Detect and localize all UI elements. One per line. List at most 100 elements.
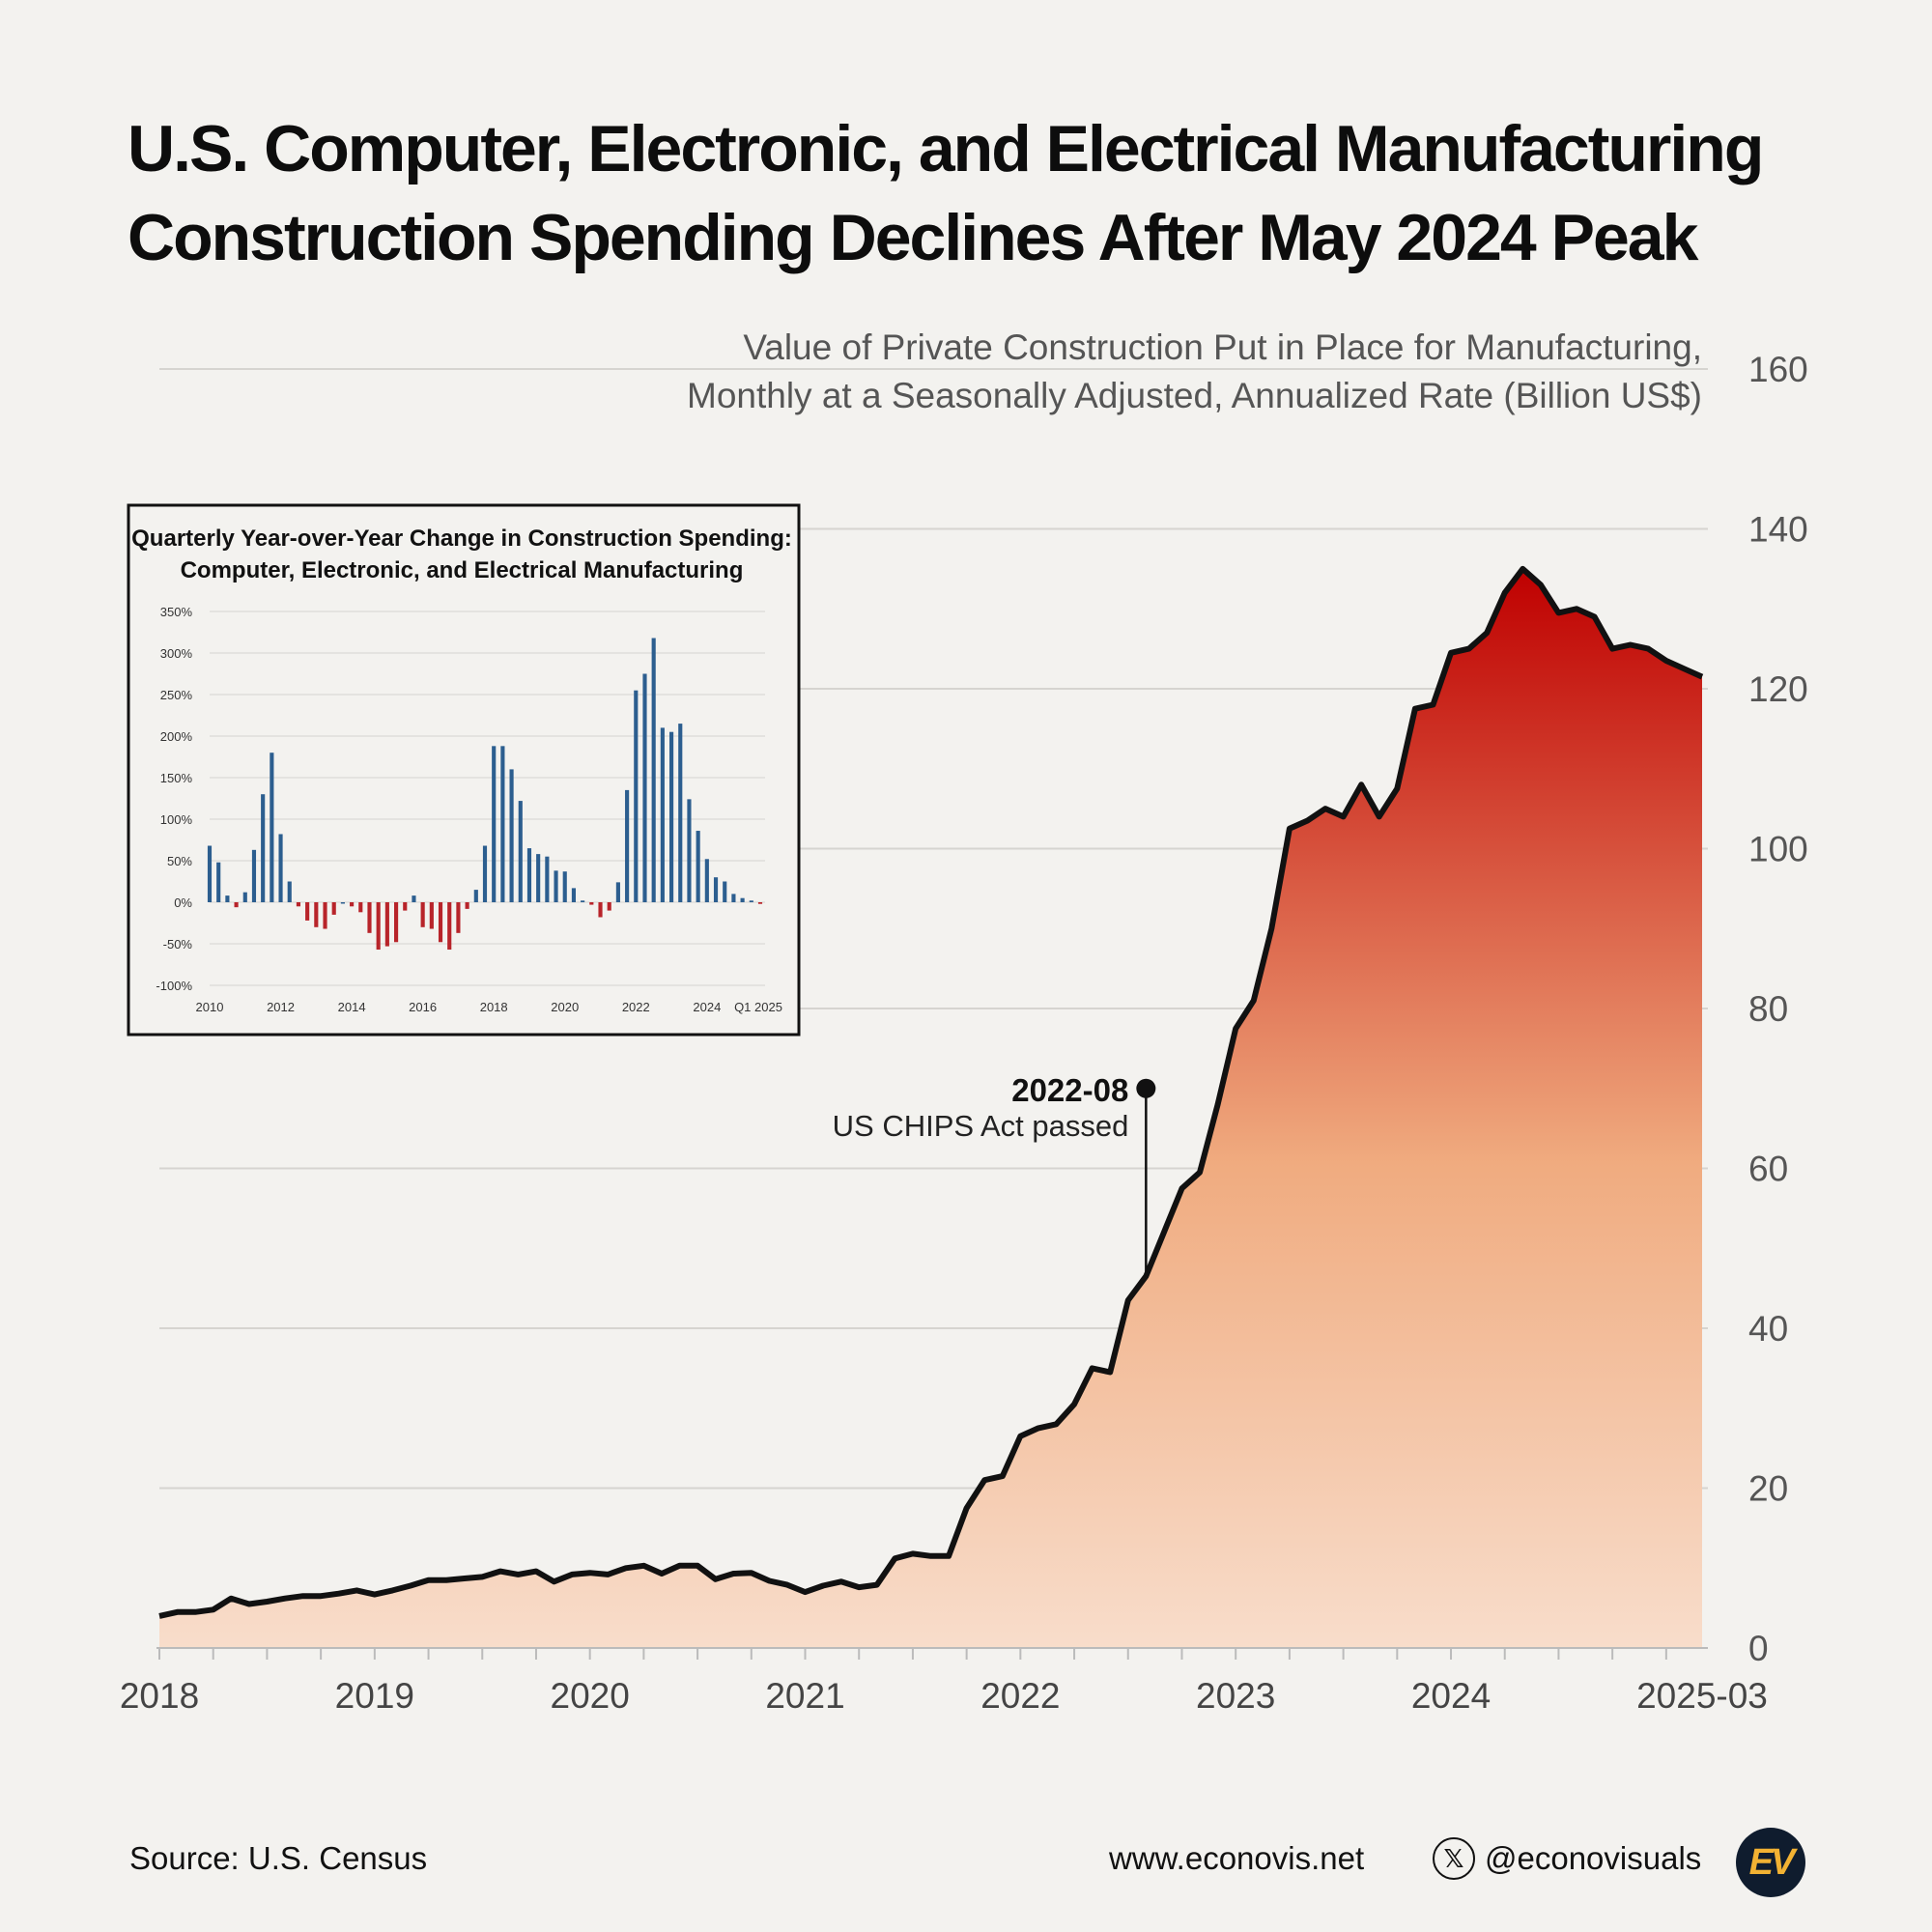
inset-bar	[376, 902, 381, 951]
inset-bar	[323, 902, 327, 929]
inset-bar	[296, 902, 301, 907]
inset-x-tick-label: Q1 2025	[734, 1000, 782, 1014]
annotation-marker	[1136, 1078, 1156, 1098]
inset-bar	[642, 673, 647, 902]
chart-subtitle-line-2: Monthly at a Seasonally Adjusted, Annual…	[687, 376, 1702, 415]
inset-y-tick-label: 100%	[160, 812, 193, 827]
inset-bar	[678, 724, 683, 902]
inset-bar	[314, 902, 319, 927]
y-tick-label: 80	[1748, 989, 1788, 1029]
inset-y-tick-label: 300%	[160, 646, 193, 661]
y-tick-label: 40	[1748, 1309, 1788, 1349]
inset-x-tick-label: 2016	[409, 1000, 437, 1014]
annotation-text: US CHIPS Act passed	[833, 1109, 1129, 1143]
series-line	[158, 565, 1704, 1619]
area-fill	[159, 568, 1702, 1648]
inset-bar	[331, 902, 336, 915]
chart-subtitle-line-1: Value of Private Construction Put in Pla…	[743, 327, 1702, 367]
inset-bar	[412, 895, 416, 902]
inset-bar	[482, 845, 488, 902]
inset-y-tick-label: -100%	[156, 979, 192, 993]
inset-title-line-1: Quarterly Year-over-Year Change in Const…	[131, 526, 792, 552]
inset-bar	[740, 897, 745, 902]
x-tick-label: 2020	[551, 1676, 630, 1716]
inset-bar	[545, 856, 550, 902]
inset-bar	[634, 690, 639, 902]
inset-bar	[305, 902, 310, 921]
inset-bar	[287, 881, 292, 902]
x-tick-label: 2025-03	[1636, 1676, 1768, 1716]
annotation-date: 2022-08	[1011, 1072, 1128, 1108]
inset-bar	[526, 848, 532, 902]
inset-bar	[509, 769, 514, 902]
inset-x-tick-label: 2012	[267, 1000, 295, 1014]
inset-bar	[225, 895, 230, 902]
inset-bar	[536, 854, 541, 902]
inset-bar	[234, 902, 239, 908]
inset-bar	[403, 902, 408, 911]
x-logo-icon: 𝕏	[1433, 1837, 1475, 1880]
inset-bar	[270, 753, 274, 902]
inset-bar	[731, 894, 736, 902]
inset-bar	[749, 900, 753, 902]
inset-bar	[651, 638, 656, 902]
inset-bar	[358, 902, 363, 913]
x-tick-label: 2022	[980, 1676, 1060, 1716]
inset-bar	[384, 902, 389, 947]
inset-x-tick-label: 2020	[551, 1000, 579, 1014]
inset-bar	[350, 902, 355, 907]
inset-bar	[660, 727, 665, 902]
inset-bar	[456, 902, 461, 933]
title-line-2: Construction Spending Declines After May…	[128, 201, 1698, 274]
inset-chart-frame	[127, 503, 801, 1037]
inset-bar	[554, 870, 558, 902]
inset-bar	[251, 849, 257, 902]
inset-bar	[216, 862, 221, 902]
inset-bar	[581, 900, 585, 902]
inset-bar	[598, 902, 603, 918]
x-tick-label: 2024	[1411, 1676, 1491, 1716]
inset-bar	[473, 890, 478, 902]
inset-y-tick-label: 200%	[160, 729, 193, 744]
title-line-1: U.S. Computer, Electronic, and Electrica…	[128, 112, 1764, 185]
x-tick-label: 2019	[335, 1676, 414, 1716]
inset-bar	[571, 888, 577, 902]
inset-bar	[394, 902, 399, 943]
inset-bar	[518, 801, 523, 902]
inset-y-tick-label: -50%	[163, 937, 193, 952]
econovis-logo: EV	[1736, 1828, 1805, 1897]
inset-y-tick-label: 250%	[160, 688, 193, 702]
y-tick-label: 120	[1748, 669, 1808, 709]
website-link[interactable]: www.econovis.net	[1109, 1840, 1365, 1876]
inset-bar	[723, 881, 727, 902]
inset-bar	[447, 902, 452, 951]
inset-bar	[615, 882, 620, 902]
inset-bar	[562, 871, 567, 902]
inset-title-line-2: Computer, Electronic, and Electrical Man…	[181, 557, 744, 583]
inset-bar	[757, 902, 763, 904]
inset-bar	[465, 902, 469, 909]
inset-bar	[696, 831, 700, 902]
inset-bar	[242, 892, 247, 902]
y-tick-label: 160	[1748, 350, 1808, 389]
chart-title: U.S. Computer, Electronic, and Electrica…	[128, 104, 1770, 282]
inset-x-tick-label: 2024	[693, 1000, 721, 1014]
inset-bar	[492, 746, 497, 902]
inset-bar	[207, 845, 213, 902]
x-tick-label: 2018	[120, 1676, 199, 1716]
inset-x-tick-label: 2014	[338, 1000, 366, 1014]
inset-bar	[669, 731, 674, 902]
inset-bar	[589, 902, 594, 905]
inset-bar	[278, 834, 283, 902]
inset-bar	[340, 902, 345, 904]
y-tick-label: 20	[1748, 1469, 1788, 1509]
x-tick-label: 2023	[1196, 1676, 1275, 1716]
inset-x-tick-label: 2010	[196, 1000, 224, 1014]
inset-bar	[704, 859, 709, 902]
y-tick-label: 0	[1748, 1629, 1769, 1668]
social-handle[interactable]: @econovisuals	[1485, 1840, 1702, 1876]
inset-x-tick-label: 2018	[480, 1000, 508, 1014]
y-tick-label: 100	[1748, 830, 1808, 869]
inset-bar	[429, 902, 434, 929]
